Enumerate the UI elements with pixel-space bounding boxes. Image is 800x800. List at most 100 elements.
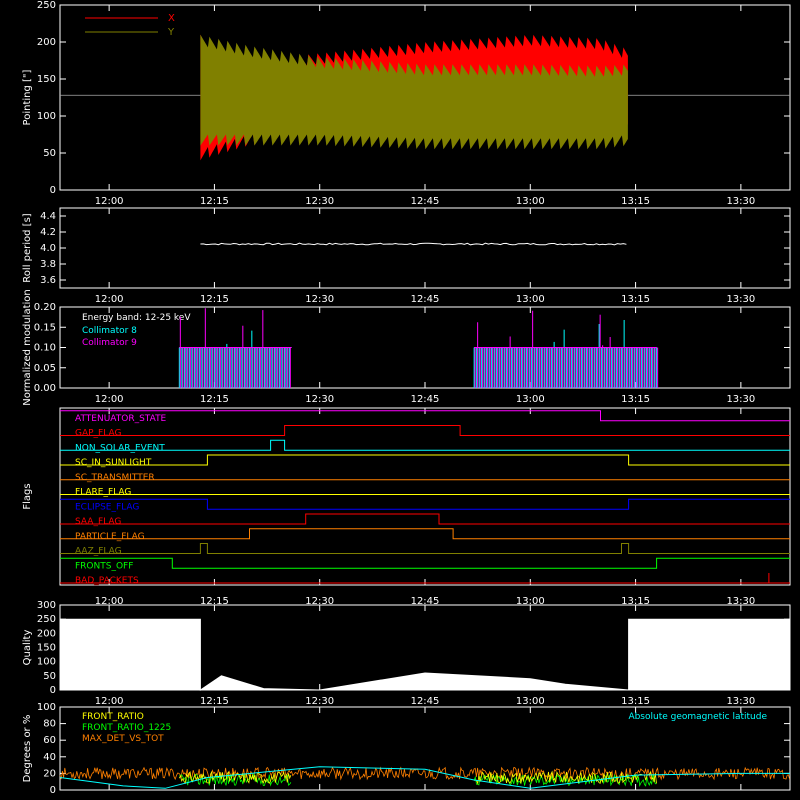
flag-label-saa_flag: SAA_FLAG [75,517,121,527]
panel-3-ylabel: Flags [22,483,33,509]
panel-4-ytick-label: 300 [37,600,56,611]
panel-0-xtick-label: 13:30 [726,196,755,207]
panel-2-ytick-label: 0.00 [34,383,56,394]
panel-2-xtick-label: 13:15 [621,394,650,405]
legend-label-y: Y [167,27,175,38]
legend-label-x: X [168,13,175,24]
flags-xtick-label: 13:00 [516,596,545,607]
panel-2-xtick-label: 12:45 [411,394,440,405]
flag-label-flare_flag: FLARE_FLAG [75,488,131,498]
flag-line-attenuator_state [60,410,790,422]
panel-2-ytick-label: 0.10 [34,343,56,354]
panel-4-ytick-label: 250 [37,614,56,625]
panel-4-ylabel: Quality [22,630,33,666]
panel-0-ytick-label: 200 [37,37,56,48]
flag-label-gap_flag: GAP_FLAG [75,429,121,439]
panel-1-xtick-label: 12:30 [305,294,334,305]
panel-2-xtick-label: 12:00 [95,394,124,405]
panel-1-xtick-label: 13:30 [726,294,755,305]
panel-4-xtick-label: 12:00 [95,696,124,707]
flag-label-aaz_flag: AAZ_FLAG [75,547,122,557]
panel-0-xtick-label: 13:15 [621,196,650,207]
panel-1-ytick-label: 3.8 [40,259,56,270]
panel-4-ytick-label: 100 [37,657,56,668]
modulation-legend-0: Collimator 8 [82,326,137,336]
panel-5-ytick-label: 0 [50,785,56,796]
panel-4-ytick-label: 150 [37,643,56,654]
panel-0-ytick-label: 250 [37,0,56,11]
modulation-legend-1: Collimator 9 [82,338,137,348]
geomagnetic-legend: Absolute geomagnetic latitude [628,712,767,722]
panel-5-ylabel: Degrees or % [22,715,33,783]
flag-label-eclipse_flag: ECLIPSE_FLAG [75,502,139,512]
ratio-legend-1: FRONT_RATIO_1225 [82,723,171,733]
flags-xtick-label: 12:00 [95,596,124,607]
panel-4-xtick-label: 13:30 [726,696,755,707]
panel-1-xtick-label: 13:00 [516,294,545,305]
panel-4-ytick-label: 0 [50,685,56,696]
panel-0-ytick-label: 150 [37,74,56,85]
flag-label-bad_packets: BAD_PACKETS [75,576,139,586]
flags-xtick-label: 13:15 [621,596,650,607]
panel-4-ytick-label: 200 [37,628,56,639]
flag-label-fronts_off: FRONTS_OFF [75,561,133,571]
panel-1-xtick-label: 12:00 [95,294,124,305]
flag-label-sc_transmitter: SC_TRANSMITTER [75,473,155,483]
panel-1-ytick-label: 4.4 [40,211,56,222]
panel-5-ytick-label: 60 [43,735,56,746]
flag-label-attenuator_state: ATTENUATOR_STATE [75,414,167,424]
geomagnetic-latitude-line [59,766,790,789]
panel-0-ytick-label: 0 [50,185,56,196]
flag-label-sc_in_sunlight: SC_IN_SUNLIGHT [75,458,152,468]
panel-2-ytick-label: 0.05 [34,363,56,374]
ratio-line-0-0 [178,770,292,785]
panel-2-xtick-label: 13:30 [726,394,755,405]
panel-4-xtick-label: 12:30 [305,696,334,707]
panel-1-ytick-label: 3.6 [40,275,56,286]
panel-0-xtick-label: 12:30 [305,196,334,207]
flags-xtick-label: 13:30 [726,596,755,607]
panel-1-xtick-label: 12:15 [200,294,229,305]
flag-line-particle_flag [60,528,790,540]
panel-4-xtick-label: 13:15 [621,696,650,707]
panel-1-xtick-label: 12:45 [411,294,440,305]
panel-2-ytick-label: 0.20 [34,302,56,313]
ratio-legend-0: FRONT_RATIO [82,712,144,722]
flag-line-sc_in_sunlight [60,454,790,466]
panel-4-xtick-label: 12:15 [200,696,229,707]
panel-1-ylabel: Roll period [s] [22,213,33,282]
panel-5-ytick-label: 20 [43,768,56,779]
panel-5-ytick-label: 100 [37,702,56,713]
panel-2-ytick-label: 0.15 [34,322,56,333]
panel-4-xtick-label: 13:00 [516,696,545,707]
ratio-line-1-1 [473,773,657,788]
panel-0-ytick-label: 100 [37,111,56,122]
panel-1-ytick-label: 4.0 [40,243,56,254]
flags-xtick-label: 12:45 [411,596,440,607]
flags-xtick-label: 12:30 [305,596,334,607]
panel-2-xtick-label: 12:30 [305,394,334,405]
flag-line-gap_flag [60,425,790,436]
flag-line-saa_flag [60,513,790,525]
flag-line-fronts_off [60,557,790,569]
ratio-legend-2: MAX_DET_VS_TOT [82,734,164,744]
flag-label-non_solar_event: NON_SOLAR_EVENT [75,443,165,453]
pointing-series-y-band [200,34,628,150]
panel-2-ylabel: Normalized modulation [22,289,33,406]
flag-line-eclipse_flag [60,498,790,510]
roll-period-line [200,242,627,246]
panel-4-ytick-label: 50 [43,671,56,682]
panel-4-xtick-label: 12:45 [411,696,440,707]
panel-0-ytick-label: 50 [43,148,56,159]
panel-1-ytick-label: 4.2 [40,227,56,238]
panel-0-xtick-label: 13:00 [516,196,545,207]
panel-0-xtick-label: 12:15 [200,196,229,207]
flag-line-non_solar_event [60,439,790,451]
flag-line-bad_packets [60,573,790,584]
panel-0-xtick-label: 12:45 [411,196,440,207]
panel-2-xtick-label: 12:15 [200,394,229,405]
panel-5-ytick-label: 40 [43,752,56,763]
panel-2-xtick-label: 13:00 [516,394,545,405]
